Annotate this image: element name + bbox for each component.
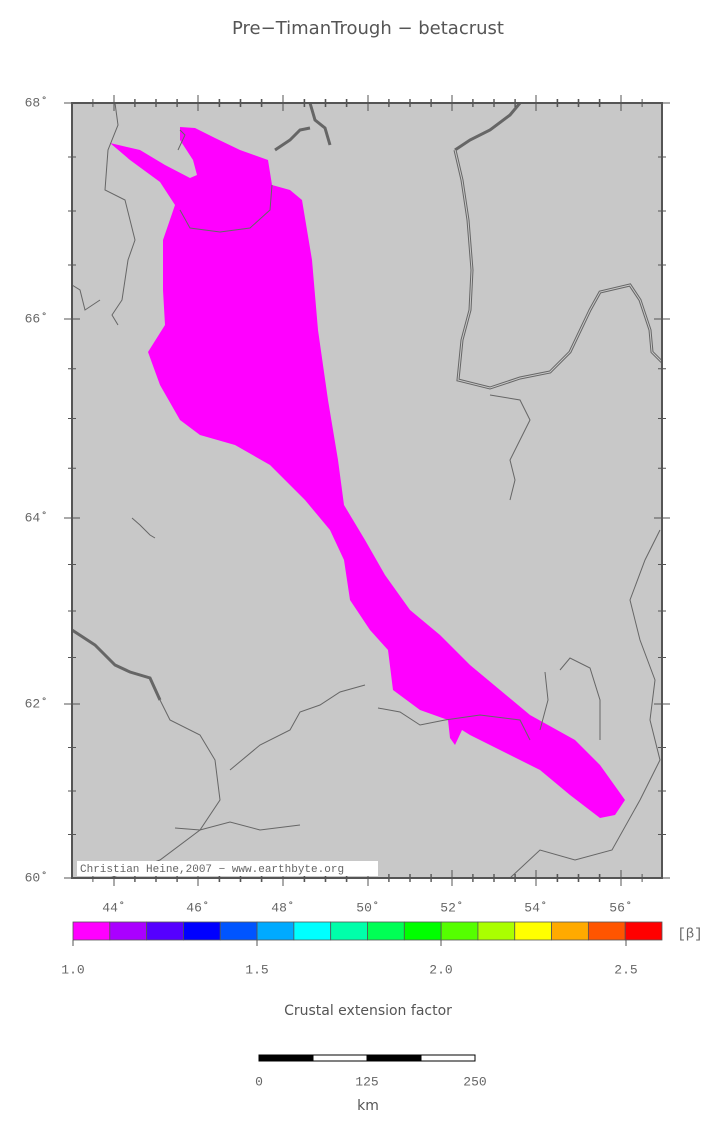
colorbar-swatch: [256, 921, 295, 941]
colorbar: [72, 921, 663, 946]
credit: Christian Heine,2007 − www.earthbyte.org: [80, 864, 344, 876]
river: [539, 657, 601, 740]
colorbar-swatch: [551, 921, 589, 941]
lon-label: 46˚: [186, 900, 209, 915]
colorbar-swatch: [514, 921, 552, 941]
colorbar-label: 1.5: [245, 962, 268, 977]
river: [489, 394, 531, 501]
colorbar-swatch: [477, 921, 516, 941]
colorbar-swatch: [219, 921, 258, 941]
lon-label: 48˚: [271, 900, 294, 915]
lon-label: 52˚: [440, 900, 463, 915]
colorbar-swatch: [624, 921, 663, 941]
colorbar-swatch: [367, 921, 405, 941]
lat-label: 68˚: [25, 95, 48, 110]
map-content: [71, 102, 664, 879]
colorbar-swatch: [146, 921, 184, 941]
scale-segment: [366, 1054, 422, 1062]
coastline: [177, 129, 273, 233]
scale-label: 250: [463, 1074, 486, 1089]
scale-label: 0: [255, 1074, 263, 1089]
colorbar-label: 2.5: [614, 962, 637, 977]
lat-label: 66˚: [25, 311, 48, 326]
river: [109, 699, 221, 879]
scale-segment: [420, 1054, 476, 1062]
credit-box: [77, 861, 378, 876]
lat-label: 60˚: [25, 870, 48, 885]
colorbar-swatch: [403, 921, 442, 941]
scale-segment: [258, 1054, 314, 1062]
border-line: [454, 149, 663, 389]
colorbar-swatch: [109, 921, 148, 941]
colorbar-label: 1.0: [61, 962, 84, 977]
colorbar-swatch: [587, 921, 626, 941]
border-line: [274, 102, 332, 152]
map-title: Pre−TimanTrough − betacrust: [232, 18, 504, 39]
colorbar-swatch: [293, 921, 332, 941]
colorbar-label: 2.0: [429, 962, 452, 977]
border-line: [71, 628, 162, 701]
lon-label: 54˚: [524, 900, 547, 915]
scale-bar: [258, 1054, 476, 1062]
colorbar-swatch: [183, 921, 221, 941]
lat-label: 62˚: [25, 696, 48, 711]
scale-label: 125: [355, 1074, 378, 1089]
lat-label: 64˚: [25, 510, 48, 525]
scale-unit: km: [357, 1098, 379, 1114]
colorbar-swatch: [330, 921, 368, 941]
colorbar-title: Crustal extension factor: [284, 1003, 452, 1019]
map-frame: [71, 102, 663, 879]
colorbar-unit: [β]: [677, 927, 702, 943]
river: [229, 684, 366, 771]
lon-label: 50˚: [356, 900, 379, 915]
coastline: [71, 102, 136, 326]
river: [174, 821, 301, 831]
colorbar-swatch: [440, 921, 479, 941]
basin-area: [110, 127, 625, 818]
river: [131, 517, 156, 539]
colorbar-swatch: [72, 921, 111, 941]
river: [509, 529, 661, 879]
lon-label: 44˚: [102, 900, 125, 915]
river: [377, 707, 531, 741]
lon-label: 56˚: [609, 900, 632, 915]
scale-segment: [312, 1054, 368, 1062]
